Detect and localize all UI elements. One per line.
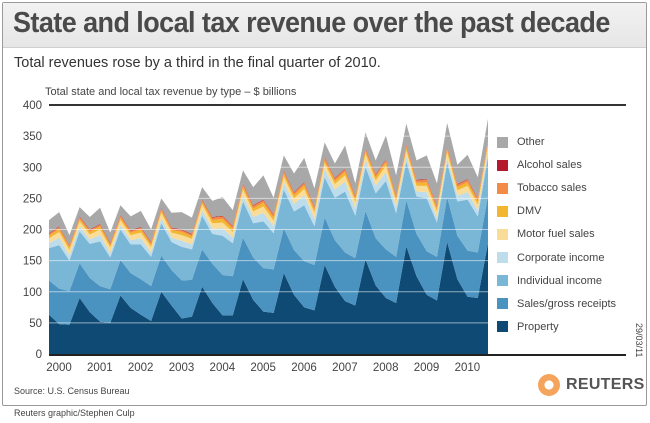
legend-label: Property [517,320,559,333]
title-bar: State and local tax revenue over the pas… [3,3,646,48]
legend-label: Other [517,136,545,148]
x-tick-label: 2000 [46,362,72,374]
legend-label: Motor fuel sales [517,228,595,241]
y-tick-label: 200 [23,225,42,237]
y-tick-label: 150 [23,256,42,268]
y-tick-label: 250 [23,193,42,205]
legend-swatch [497,228,508,240]
x-tick-label: 2001 [87,362,113,374]
legend-item: Alcohol sales [497,159,582,171]
x-tick-label: 2007 [332,362,358,374]
legend-item: Corporate income [497,252,604,264]
chart-title: Total state and local tax revenue by typ… [45,86,297,98]
x-tick-label: 2004 [210,362,236,374]
legend-label: Individual income [517,274,602,287]
legend-label: Tobacco sales [517,182,587,195]
legend-label: Alcohol sales [517,159,582,172]
legend-swatch [497,182,508,194]
legend-label: Corporate income [517,251,605,264]
y-tick-label: 400 [23,100,42,112]
legend-swatch [497,275,508,287]
area-property [49,241,488,354]
x-tick-label: 2008 [373,362,399,374]
legend-label: Sales/gross receipts [517,297,617,310]
legend-item: Sales/gross receipts [497,298,616,310]
legend-label: DMV [517,205,542,218]
subtitle: Total revenues rose by a third in the fi… [14,55,381,71]
reuters-logo-icon [538,374,560,396]
legend-item: Tobacco sales [497,182,587,194]
legend-swatch [497,298,508,310]
legend-swatch [497,321,508,333]
y-tick-label: 300 [23,162,42,174]
legend-swatch [497,159,508,171]
page-title: State and local tax revenue over the pas… [13,7,610,39]
legend-swatch [497,252,508,263]
y-tick-label: 0 [36,349,42,361]
legend-item: Property [497,321,559,333]
y-tick-label: 350 [23,131,42,143]
x-tick-label: 2003 [169,362,195,374]
legend-swatch [497,205,508,217]
legend-item: Motor fuel sales [497,228,595,240]
source-note: Source: U.S. Census Bureau [14,386,130,396]
legend-swatch [497,136,508,148]
x-tick-label: 2002 [128,362,154,374]
logo-text: REUTERS [566,376,645,393]
legend-item: DMV [497,205,541,217]
y-tick-label: 100 [23,287,42,299]
area-individual-income [49,157,488,292]
x-tick-label: 2010 [455,362,481,374]
area-sales-gross-receipts [49,195,488,325]
credit-note: Reuters graphic/Stephen Culp [14,408,135,418]
y-tick-label: 50 [29,318,42,330]
reuters-logo: REUTERS [538,374,645,396]
area-other [49,118,488,246]
date-stamp: 29/03/11 [634,323,644,358]
legend-item: Other [497,136,545,148]
x-tick-label: 2006 [291,362,317,374]
x-tick-label: 2005 [250,362,276,374]
legend-item: Individual income [497,275,602,287]
x-tick-label: 2009 [414,362,440,374]
